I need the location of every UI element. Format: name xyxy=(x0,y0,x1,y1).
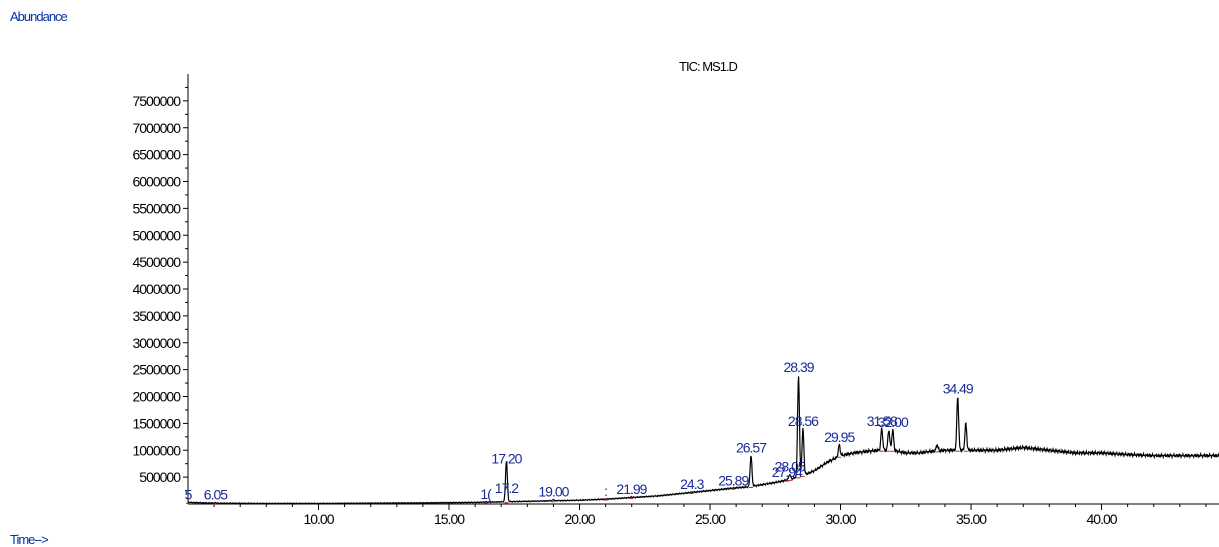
peak-label: 19.00 xyxy=(538,484,569,500)
peak-label: 5 xyxy=(185,486,193,502)
tic-trace xyxy=(187,376,1219,505)
x-tick-label: 25.00 xyxy=(695,511,726,527)
peak-label: : xyxy=(604,483,607,499)
axes: 500000 1000000 1500000 2000000 2500000 300000… xyxy=(132,74,1219,527)
peak-label: 32.00 xyxy=(878,414,909,430)
peak-label: 24.3 xyxy=(680,476,704,492)
peak-labels: 5 6.05 1(17.2 17.20 19.00:21.99 24.3 25.89 26.5… xyxy=(185,359,975,505)
peak-label: 26.57 xyxy=(736,440,767,456)
y-tick-label: 4500000 xyxy=(132,254,181,270)
x-tick-label: 20.00 xyxy=(564,511,595,527)
y-tick-label: 6000000 xyxy=(132,174,181,190)
x-tick-label: 15.00 xyxy=(434,511,465,527)
peak-label: 17.2 xyxy=(495,480,519,496)
peak-label: 28.56 xyxy=(788,413,819,429)
y-tick-label: 5500000 xyxy=(132,200,181,216)
y-tick-label: 2500000 xyxy=(132,362,181,378)
peak-label: 6.05 xyxy=(204,487,228,503)
y-tick-label: 500000 xyxy=(139,469,181,485)
peak-label: 31.58 xyxy=(867,413,898,429)
y-axis-title: Abundance xyxy=(10,9,68,24)
trace-layer xyxy=(187,376,1219,505)
peak-label: 28.39 xyxy=(783,359,814,375)
peak-label: 1( xyxy=(480,486,492,502)
y-tick-label: 1000000 xyxy=(132,442,181,458)
y-tick-label: 5000000 xyxy=(132,227,181,243)
y-tick-label: 7500000 xyxy=(132,93,181,109)
x-tick-label: 40.00 xyxy=(1087,511,1118,527)
x-tick-label: 10.00 xyxy=(303,511,334,527)
y-tick-label: 2000000 xyxy=(132,389,181,405)
y-tick-label: 1500000 xyxy=(132,415,181,431)
y-tick-label: 3500000 xyxy=(132,308,181,324)
chart-title: TIC: MS1.D xyxy=(679,59,738,74)
peak-label: 21.99 xyxy=(616,481,647,497)
peak-label: 25.89 xyxy=(718,472,749,488)
y-tick-label: 4000000 xyxy=(132,281,181,297)
y-tick-label: 3000000 xyxy=(132,335,181,351)
peak-label: 29.95 xyxy=(824,429,855,445)
peak-label: 34.49 xyxy=(943,381,974,397)
x-axis-title: Time--> xyxy=(10,532,49,547)
y-tick-label: 7000000 xyxy=(132,120,181,136)
peak-label: 28.05 xyxy=(775,458,806,474)
peak-label: 17.20 xyxy=(491,450,522,466)
y-tick-label: 6500000 xyxy=(132,147,181,163)
x-tick-label: 35.00 xyxy=(956,511,987,527)
peak-label: 27.94 xyxy=(772,464,803,480)
x-tick-label: 30.00 xyxy=(826,511,857,527)
